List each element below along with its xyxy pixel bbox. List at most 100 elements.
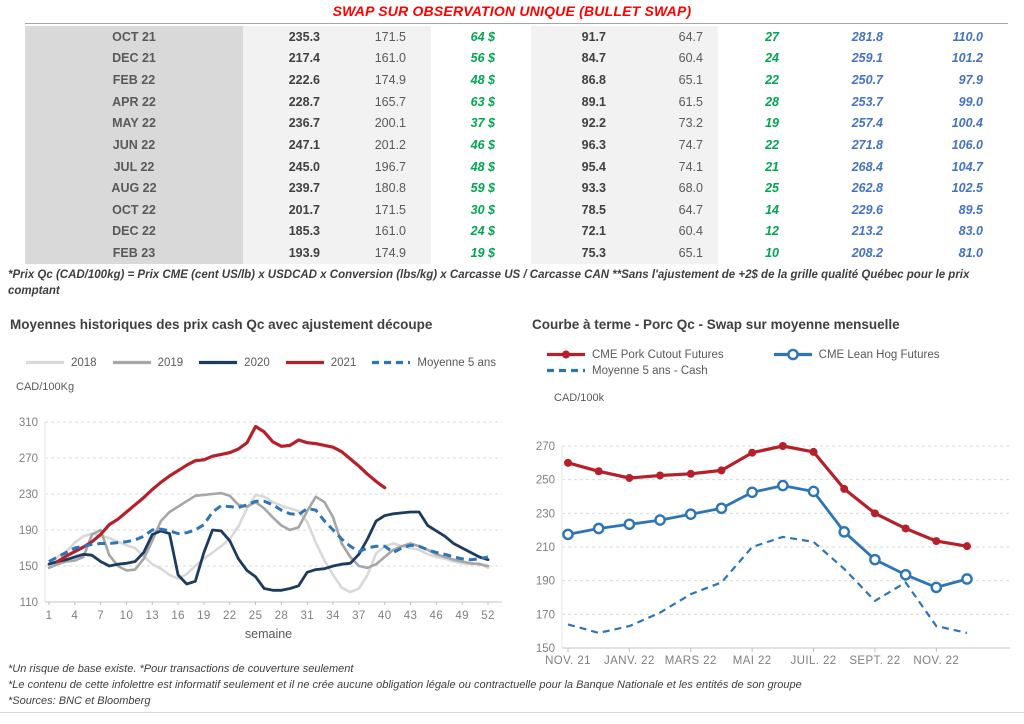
x-tick-label: 49 <box>455 610 469 622</box>
table-cell: 74.7 <box>621 134 718 156</box>
table-cell: 63 $ <box>431 90 531 113</box>
table-row-month: DEC 21 <box>25 47 243 70</box>
right-chart-title: Courbe à terme - Porc Qc - Swap sur moye… <box>532 317 900 332</box>
table-cell: 83.0 <box>903 220 1005 243</box>
x-tick-label: 28 <box>275 610 289 622</box>
table-cell: 19 <box>718 112 796 135</box>
title-divider <box>25 23 1008 24</box>
table-cell: 101.2 <box>903 47 1005 70</box>
table-cell: 250.7 <box>796 69 903 91</box>
table-cell: 73.2 <box>621 112 718 135</box>
data-point <box>809 447 818 456</box>
table-cell: 25 <box>718 177 796 199</box>
data-point <box>594 467 603 476</box>
table-row-month: DEC 22 <box>25 220 243 243</box>
table-cell: 10 <box>718 242 796 264</box>
table-cell: 78.5 <box>531 199 621 221</box>
table-cell: 222.6 <box>243 69 338 91</box>
footer-line: *Le contenu de cette infolettre est info… <box>8 678 802 691</box>
x-tick-label: JUIL. 22 <box>791 655 837 667</box>
legend-item: 2021 <box>284 356 357 369</box>
data-point <box>686 469 695 478</box>
y-tick-label: 230 <box>19 489 38 501</box>
table-cell: 281.8 <box>796 26 903 48</box>
legend-label: 2018 <box>70 356 97 369</box>
x-tick-label: NOV. 21 <box>545 655 591 667</box>
data-point <box>623 518 636 531</box>
table-row-month: FEB 23 <box>25 242 243 264</box>
x-tick-label: 31 <box>300 610 314 622</box>
table-row-month: OCT 22 <box>25 199 243 221</box>
table-cell: 48 $ <box>431 69 531 91</box>
table-cell: 185.3 <box>243 220 338 243</box>
page-title: SWAP SUR OBSERVATION UNIQUE (BULLET SWAP… <box>332 3 692 19</box>
table-cell: 165.7 <box>338 90 431 113</box>
legend-swatch-icon <box>199 360 238 365</box>
table-cell: 48 $ <box>431 155 531 178</box>
legend-label: Moyenne 5 ans <box>417 356 496 369</box>
legend-item: CME Lean Hog Futures <box>772 348 939 361</box>
data-point <box>901 524 910 533</box>
series-line <box>48 499 489 563</box>
footer-disclaimers: *Un risque de base existe. *Pour transac… <box>8 662 1016 710</box>
table-cell: 171.5 <box>338 26 431 48</box>
data-point <box>656 471 665 480</box>
table-cell: 247.1 <box>243 134 338 156</box>
left-line-chart: 110 150 190 230 270 310 1 4 7 10 13 16 19 22 25 28 31 34 3… <box>8 398 516 658</box>
table-cell: 86.8 <box>531 69 621 91</box>
data-point <box>778 442 787 450</box>
legend-swatch-icon <box>547 350 585 359</box>
data-point <box>838 526 851 538</box>
table-cell: 24 $ <box>431 220 531 243</box>
table-cell: 110.0 <box>903 26 1005 48</box>
table-cell: 59 $ <box>431 177 531 199</box>
table-cell: 56 $ <box>431 47 531 70</box>
legend-label: 2021 <box>330 356 357 369</box>
legend-swatch-icon <box>112 360 151 365</box>
x-tick-label: 34 <box>326 610 340 622</box>
table-cell: 65.1 <box>621 242 718 264</box>
data-point <box>840 484 849 493</box>
table-cell: 12 <box>718 220 796 243</box>
table-cell: 229.6 <box>796 199 903 221</box>
table-cell: 22 <box>718 134 796 156</box>
legend-swatch-icon <box>285 360 324 365</box>
table-cell: 64.7 <box>621 26 718 48</box>
data-point <box>961 573 973 585</box>
table-cell: 61.5 <box>621 90 718 113</box>
table-row-month: AUG 22 <box>25 177 243 199</box>
table-cell: 102.5 <box>903 177 1005 199</box>
table-cell: 236.7 <box>243 112 338 135</box>
legend-item: Moyenne 5 ans <box>370 356 496 369</box>
legend-item: 2018 <box>24 356 97 369</box>
data-point <box>717 466 726 475</box>
series-line <box>47 491 490 572</box>
table-cell: 253.7 <box>796 90 903 113</box>
left-line-chart-svg: 110 150 190 230 270 310 1 4 7 10 13 16 19 22 25 28 31 34 3… <box>19 417 502 641</box>
table-row-month: OCT 21 <box>25 26 243 48</box>
footer-line: *Un risque de base existe. *Pour transac… <box>8 663 354 675</box>
series-line <box>47 493 490 594</box>
x-tick-label: 16 <box>171 610 185 622</box>
x-axis-title: semaine <box>245 627 292 641</box>
bottom-divider <box>0 712 1024 713</box>
data-point <box>930 581 943 594</box>
legend-swatch-icon <box>25 360 64 365</box>
price-formula-footnote: *Prix Qc (CAD/100kg) = Prix CME (cent US… <box>8 269 970 297</box>
table-cell: 81.0 <box>903 242 1005 264</box>
x-tick-label: 43 <box>404 610 418 622</box>
data-point <box>625 473 634 482</box>
table-cell: 174.9 <box>338 69 431 91</box>
x-tick-label: 40 <box>378 610 392 622</box>
table-cell: 14 <box>718 199 796 221</box>
right-line-chart: 150 170 190 210 230 250 270 NOV. 21 JANV. 22 MARS… <box>528 410 1022 670</box>
table-row-month: MAY 22 <box>25 112 243 135</box>
table-row-month: JUL 22 <box>25 155 243 178</box>
y-tick-label: 210 <box>536 542 555 554</box>
data-point <box>592 522 605 535</box>
x-tick-label: NOV. 22 <box>913 655 959 667</box>
table-cell: 171.5 <box>338 199 431 221</box>
table-cell: 271.8 <box>796 134 903 156</box>
y-tick-label: 310 <box>19 417 38 429</box>
